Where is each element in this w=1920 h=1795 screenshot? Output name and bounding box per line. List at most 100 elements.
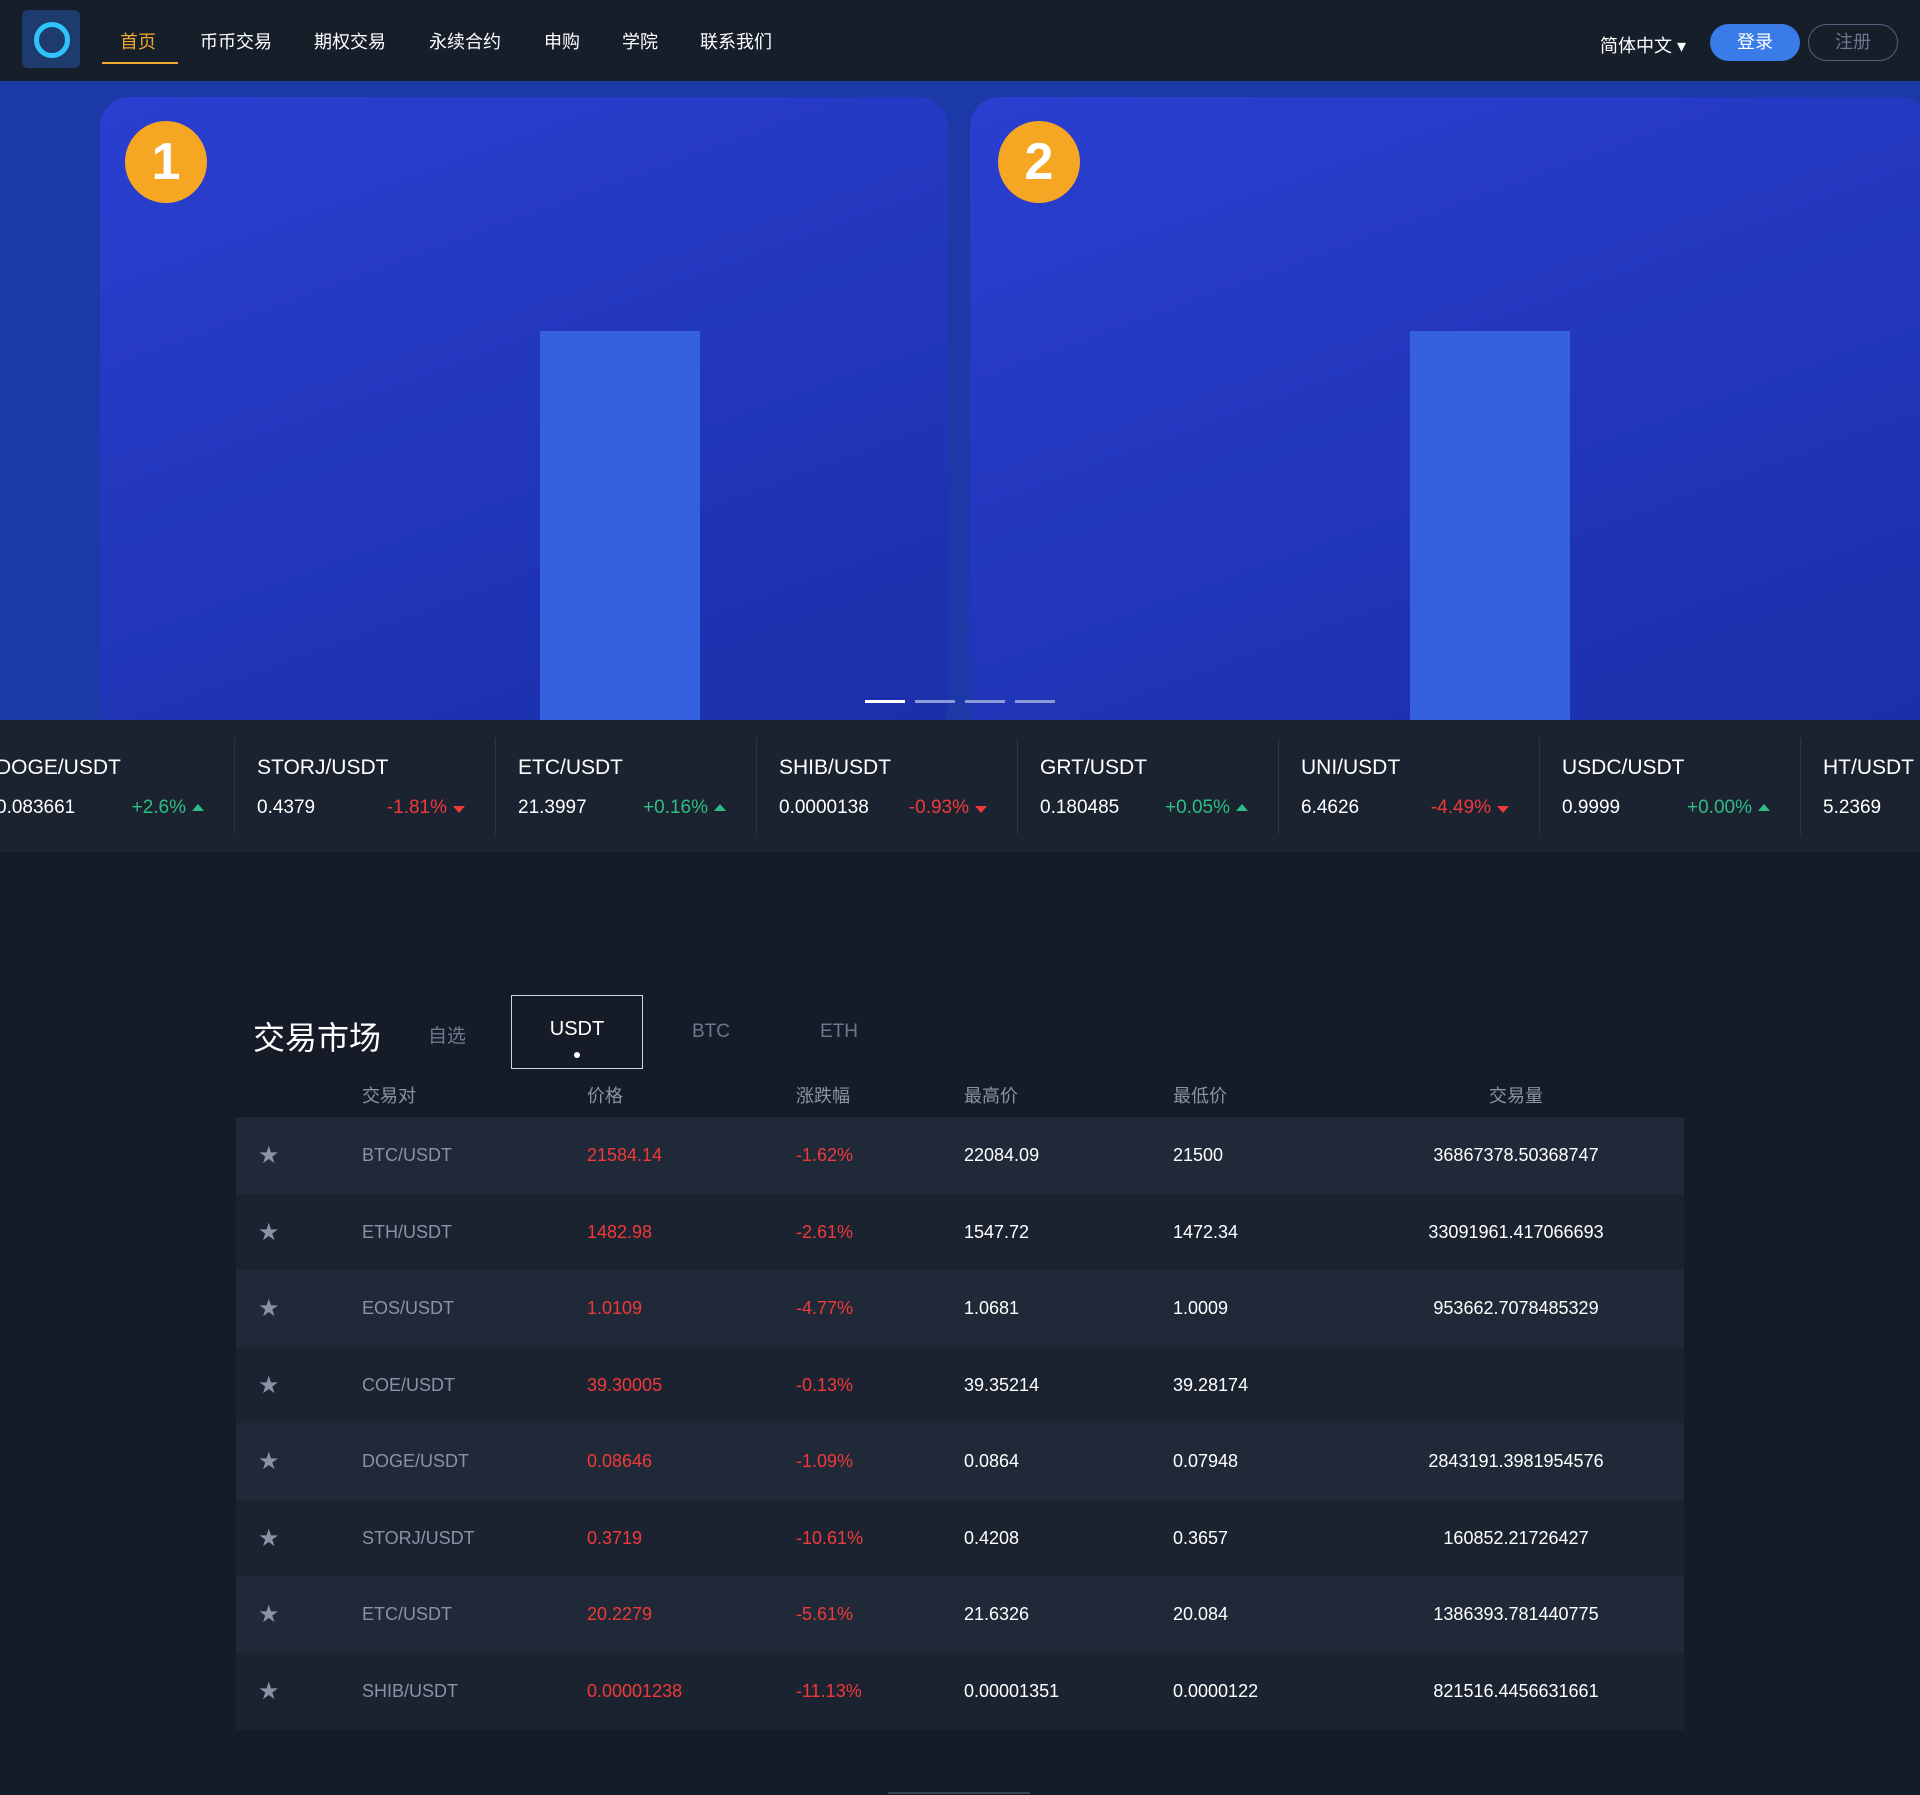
table-row[interactable]: ★ ETC/USDT 20.2279 -5.61% 21.6326 20.084 13863… [236,1576,1684,1653]
cell: 0.07948 [1173,1451,1239,1471]
cell: DOGE/USDT [362,1451,470,1471]
ticker-price: 0.0000138 [779,797,869,818]
ticker-change: +0.00% [1687,797,1752,818]
column-header: 交易量 [1489,1086,1543,1106]
column-header: 最高价 [964,1086,1018,1106]
illustration [1410,331,1570,720]
table-row[interactable]: ★ ETH/USDT 1482.98 -2.61% 1547.72 1472.34 3309… [236,1193,1684,1271]
cell: 821516.4456631661 [1433,1680,1599,1701]
ticker-price: 6.4626 [1301,797,1360,818]
star-icon: ★ [258,1295,280,1322]
table-row[interactable]: ★ SHIB/USDT 0.00001238 -11.13% 0.00001351 0.0… [236,1652,1684,1730]
language[interactable]: 简体中文 ▾ [1600,36,1687,56]
down-arrow [1497,806,1509,813]
cell: 0.00001351 [964,1680,1060,1701]
table-row[interactable]: ★ DOGE/USDT 0.08646 -1.09% 0.0864 0.07948 2843… [236,1423,1684,1500]
nav-item[interactable]: 永续合约 [429,32,501,52]
ticker-divider [495,738,496,834]
cell: 0.0000122 [1173,1680,1259,1701]
ticker: DOGE/USDT 0.083661 +2.6% STORJ/USDT 0.4379 -1… [0,720,1920,852]
ticker-divider [1017,738,1018,834]
cell: 21584.14 [587,1145,663,1165]
slide-indicator[interactable] [915,700,955,703]
cell: -2.61% [796,1221,854,1242]
cell: 36867378.50368747 [1433,1145,1599,1165]
table-row[interactable]: ★ STORJ/USDT 0.3719 -10.61% 0.4208 0.3657 1608… [236,1499,1684,1577]
cell: 0.3719 [587,1527,643,1548]
ticker-change: -1.81% [386,797,447,818]
nav-item[interactable]: 首页 [120,32,156,52]
ticker-change: +0.05% [1165,797,1230,818]
ticker-divider [234,738,235,834]
ticker-pair[interactable]: SHIB/USDT [779,756,892,779]
ticker-pair[interactable]: STORJ/USDT [257,756,389,779]
star-icon: ★ [258,1371,280,1399]
cell: 1.0109 [587,1298,643,1318]
cell: 20.2279 [587,1604,653,1624]
cell: COE/USDT [362,1374,456,1395]
banner: 1 2 [0,81,1920,720]
cell: 160852.21726427 [1443,1527,1589,1548]
nav-item[interactable]: 学院 [622,32,658,52]
cell: 1.0681 [964,1298,1020,1318]
cell: 0.00001238 [587,1680,683,1701]
slide-badge: 2 [998,121,1080,203]
illustration [540,331,700,720]
slide-indicator[interactable] [965,700,1005,703]
ticker-change: -4.49% [1430,797,1491,818]
cell: 953662.7078485329 [1433,1298,1599,1318]
down-arrow [975,806,987,813]
tab-label[interactable]: USDT [549,1018,605,1040]
tab-label[interactable]: BTC [692,1021,730,1042]
ticker-pair[interactable]: GRT/USDT [1040,756,1147,779]
slide-badge: 1 [125,121,207,203]
cell: 1.0009 [1173,1298,1229,1318]
nav-item[interactable]: 期权交易 [314,32,386,52]
logo-mark [34,22,70,58]
tab-active: USDT [511,995,643,1069]
up-arrow [192,804,204,811]
cell: 22084.09 [964,1145,1040,1165]
register-button[interactable]: 注册 [1808,24,1898,61]
logo[interactable] [22,10,80,68]
cell: EOS/USDT [362,1298,455,1318]
ticker-pair[interactable]: UNI/USDT [1301,756,1401,779]
ticker-pair[interactable]: USDC/USDT [1562,756,1685,779]
nav-item[interactable]: 联系我们 [700,32,772,52]
table-row[interactable]: ★ BTC/USDT 21584.14 -1.62% 22084.09 21500 3686… [236,1117,1684,1194]
cell: 2843191.3981954576 [1428,1451,1604,1471]
cell: ETH/USDT [362,1221,452,1242]
cell: 39.28174 [1173,1374,1249,1395]
cell: 0.3657 [1173,1527,1229,1548]
cell: SHIB/USDT [362,1680,459,1701]
tab-dot [574,1052,580,1058]
ticker-price: 21.3997 [518,797,587,818]
table-row[interactable]: ★ COE/USDT 39.30005 -0.13% 39.35214 39.28174 [236,1346,1684,1424]
nav-item[interactable]: 申购 [544,32,580,52]
slide-indicator[interactable] [865,700,905,703]
nav-item[interactable]: 币币交易 [200,32,272,52]
table-row[interactable]: ★ EOS/USDT 1.0109 -4.77% 1.0681 1.0009 953662.… [236,1270,1684,1347]
ticker-price: 0.9999 [1562,797,1621,818]
cell: 0.0864 [964,1451,1020,1471]
ticker-divider [1278,738,1279,834]
down-arrow [453,806,465,813]
star-icon: ★ [258,1218,280,1246]
ticker-price: 0.4379 [257,797,316,818]
login-button[interactable]: 登录 [1710,24,1800,61]
cell: -11.13% [796,1680,862,1701]
tab-label[interactable]: 自选 [428,1026,467,1047]
cell: BTC/USDT [362,1145,452,1165]
ticker-pair[interactable]: DOGE/USDT [0,756,121,779]
up-arrow [1236,804,1248,811]
slide-indicator[interactable] [1015,700,1055,703]
ticker-pair[interactable]: ETC/USDT [518,756,623,779]
cell: 39.30005 [587,1374,663,1395]
cell: 1547.72 [964,1221,1030,1242]
tab-label[interactable]: ETH [820,1021,858,1042]
column-header: 交易对 [362,1086,416,1106]
cell: -0.13% [796,1374,854,1395]
cell: -1.62% [796,1145,854,1165]
ticker-pair[interactable]: HT/USDT [1823,756,1914,779]
